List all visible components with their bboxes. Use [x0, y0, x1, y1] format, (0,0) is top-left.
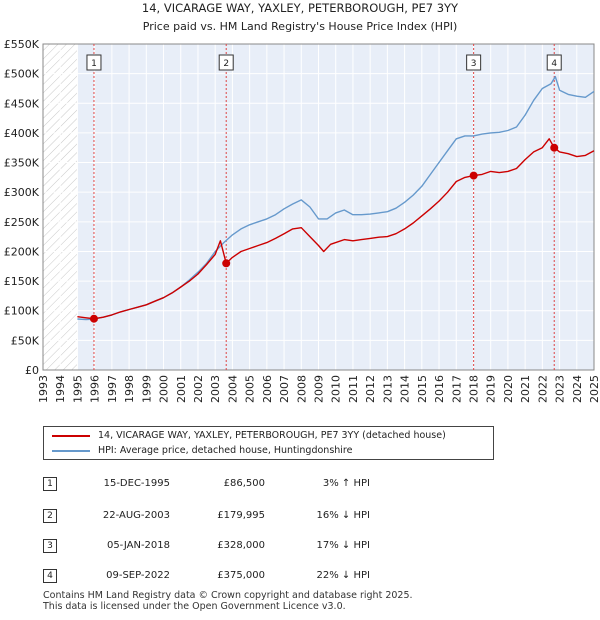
sale-price: £86,500 — [223, 478, 265, 489]
legend-label-hpi: HPI: Average price, detached house, Hunt… — [98, 445, 353, 456]
price-paid-line — [77, 138, 595, 320]
sale-number: 3 — [43, 539, 57, 553]
y-tick-label: £500K — [4, 68, 40, 81]
x-tick-label: 2003 — [209, 375, 222, 403]
x-tick-label: 1995 — [71, 375, 84, 403]
chart-title: 14, VICARAGE WAY, YAXLEY, PETERBOROUGH, … — [142, 1, 459, 15]
x-tick-label: 1999 — [140, 375, 153, 403]
legend-item-price-paid: 14, VICARAGE WAY, YAXLEY, PETERBOROUGH, … — [52, 429, 446, 443]
x-tick-label: 2011 — [347, 375, 360, 403]
footer-line-1: Contains HM Land Registry data © Crown c… — [43, 590, 413, 601]
sale-hpi-diff: 17% ↓ HPI — [316, 540, 370, 551]
sale-marker-label: 4 — [551, 59, 557, 69]
y-tick-label: £0 — [25, 364, 39, 377]
sale-marker-label: 3 — [471, 59, 477, 69]
sale-date: 05-JAN-2018 — [106, 540, 170, 551]
sale-date: 09-SEP-2022 — [106, 570, 170, 581]
x-tick-label: 2014 — [399, 375, 412, 403]
x-tick-label: 2002 — [192, 375, 205, 403]
legend-item-hpi: HPI: Average price, detached house, Hunt… — [52, 444, 352, 458]
sale-point — [89, 314, 98, 323]
sale-point — [222, 259, 231, 268]
x-tick-label: 2010 — [330, 375, 343, 403]
x-tick-label: 1996 — [89, 375, 102, 403]
sale-hpi-diff: 22% ↓ HPI — [316, 570, 370, 581]
x-tick-label: 2022 — [536, 375, 549, 403]
legend-swatch-red — [52, 434, 90, 437]
plot-frame — [42, 43, 595, 371]
sale-number: 1 — [43, 477, 57, 491]
x-tick-label: 2013 — [381, 375, 394, 403]
sale-price: £179,995 — [217, 510, 265, 521]
x-tick-label: 2007 — [278, 375, 291, 403]
sale-marker-box — [546, 54, 562, 71]
x-tick-label: 2018 — [467, 375, 480, 403]
x-tick-label: 2017 — [450, 375, 463, 403]
sale-marker-box — [218, 54, 234, 71]
sale-number: 4 — [43, 569, 57, 583]
sale-point — [550, 143, 559, 152]
sale-hpi-diff: 3% ↑ HPI — [322, 478, 370, 489]
legend-swatch-blue — [52, 449, 90, 452]
x-tick-label: 2000 — [158, 375, 171, 403]
x-tick-label: 2016 — [433, 375, 446, 403]
y-tick-label: £350K — [4, 157, 40, 170]
sale-hpi-diff: 16% ↓ HPI — [316, 510, 370, 521]
x-tick-label: 2004 — [226, 375, 239, 403]
x-tick-label: 2006 — [261, 375, 274, 403]
sale-date: 22-AUG-2003 — [102, 510, 170, 521]
x-tick-label: 2023 — [554, 375, 567, 403]
x-tick-label: 2001 — [175, 375, 188, 403]
x-tick-label: 2005 — [244, 375, 257, 403]
y-tick-label: £100K — [4, 305, 40, 318]
sale-row: 3 05-JAN-2018 £328,000 17% ↓ HPI — [0, 536, 600, 556]
y-tick-label: £50K — [11, 334, 40, 347]
x-tick-label: 1998 — [123, 375, 136, 403]
x-tick-label: 2015 — [416, 375, 429, 403]
x-tick-label: 2020 — [502, 375, 515, 403]
y-tick-label: £400K — [4, 127, 40, 140]
sale-price: £375,000 — [217, 570, 265, 581]
y-tick-label: £200K — [4, 245, 40, 258]
x-tick-label: 1993 — [37, 375, 50, 403]
y-tick-label: £450K — [4, 97, 40, 110]
x-tick-label: 2008 — [295, 375, 308, 403]
y-tick-label: £550K — [4, 38, 40, 51]
sale-marker-label: 2 — [223, 59, 229, 69]
x-tick-label: 2021 — [519, 375, 532, 403]
x-tick-label: 2019 — [485, 375, 498, 403]
x-tick-label: 2024 — [571, 375, 584, 403]
chart-subtitle: Price paid vs. HM Land Registry's House … — [143, 20, 458, 33]
legend-label-price-paid: 14, VICARAGE WAY, YAXLEY, PETERBOROUGH, … — [98, 430, 446, 441]
y-tick-label: £300K — [4, 186, 40, 199]
sale-marker-box — [86, 54, 102, 71]
sale-row: 2 22-AUG-2003 £179,995 16% ↓ HPI — [0, 506, 600, 526]
x-tick-label: 2025 — [588, 375, 600, 403]
x-tick-label: 1994 — [54, 375, 67, 403]
sale-marker-label: 1 — [91, 59, 97, 69]
x-tick-label: 2012 — [364, 375, 377, 403]
footer-attribution: Contains HM Land Registry data © Crown c… — [43, 590, 413, 612]
price-chart: 14, VICARAGE WAY, YAXLEY, PETERBOROUGH, … — [4, 1, 600, 403]
sale-row: 1 15-DEC-1995 £86,500 3% ↑ HPI — [0, 474, 600, 494]
y-tick-label: £250K — [4, 216, 40, 229]
footer-line-2: This data is licensed under the Open Gov… — [43, 601, 346, 612]
y-tick-label: £150K — [4, 275, 40, 288]
sale-row: 4 09-SEP-2022 £375,000 22% ↓ HPI — [0, 566, 600, 586]
sale-number: 2 — [43, 509, 57, 523]
x-tick-label: 1997 — [106, 375, 119, 403]
legend: 14, VICARAGE WAY, YAXLEY, PETERBOROUGH, … — [43, 426, 494, 460]
sale-point — [469, 171, 478, 180]
sale-date: 15-DEC-1995 — [103, 478, 170, 489]
x-tick-label: 2009 — [313, 375, 326, 403]
sale-marker-box — [466, 54, 482, 71]
sale-price: £328,000 — [217, 540, 265, 551]
